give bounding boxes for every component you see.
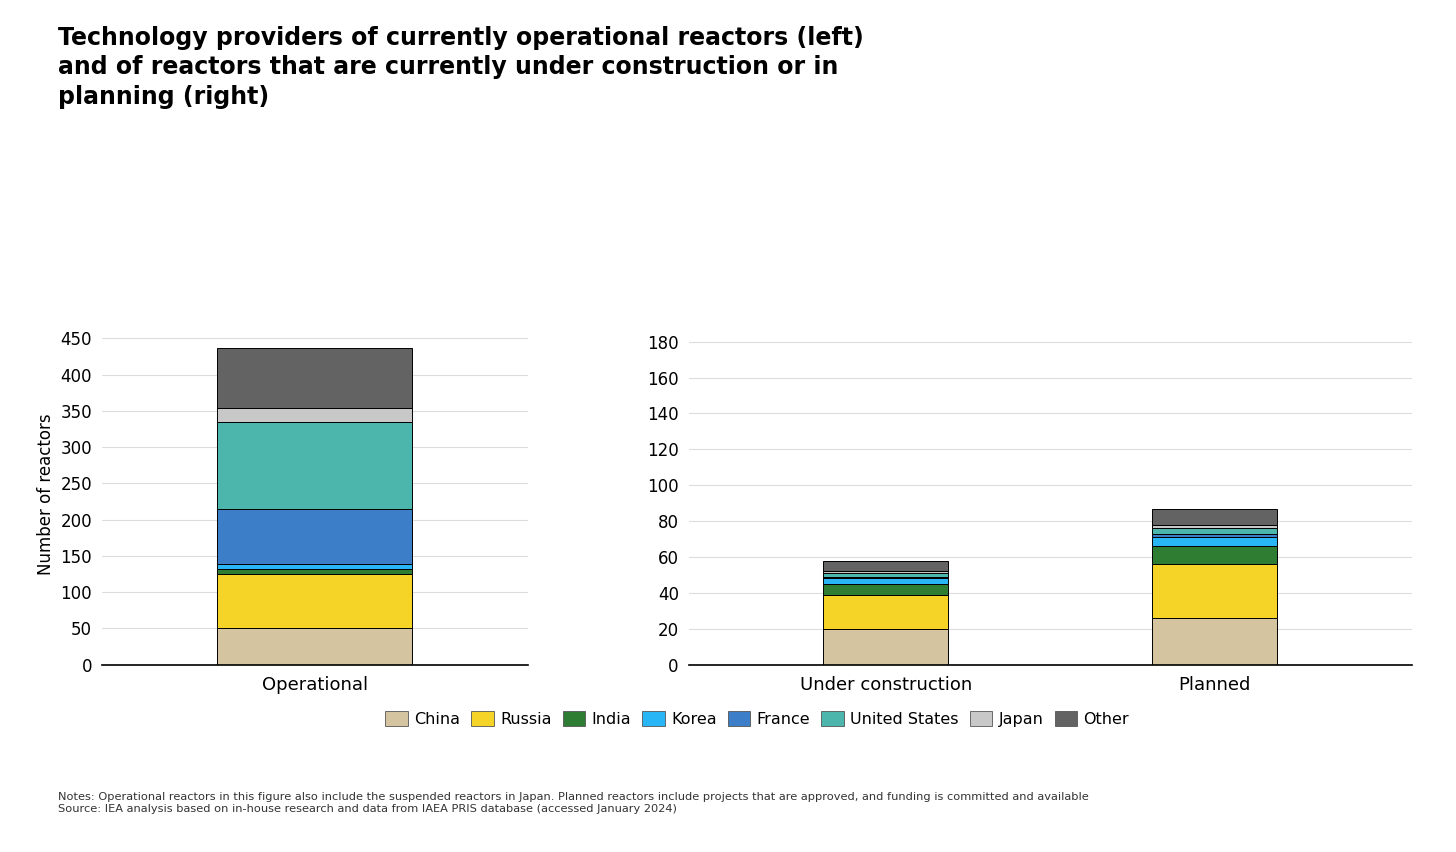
- Bar: [217, 408, 412, 423]
- Bar: [1153, 533, 1277, 538]
- Bar: [824, 573, 948, 577]
- Bar: [1153, 509, 1277, 525]
- Bar: [217, 564, 412, 569]
- Bar: [217, 509, 412, 564]
- Bar: [1153, 564, 1277, 618]
- Bar: [217, 574, 412, 628]
- Bar: [824, 584, 948, 595]
- Bar: [1153, 525, 1277, 528]
- Bar: [824, 577, 948, 579]
- Legend: China, Russia, India, Korea, France, United States, Japan, Other: China, Russia, India, Korea, France, Uni…: [379, 705, 1136, 734]
- Bar: [824, 629, 948, 665]
- Text: Technology providers of currently operational reactors (left)
and of reactors th: Technology providers of currently operat…: [58, 26, 863, 109]
- Bar: [217, 569, 412, 574]
- Text: Notes: Operational reactors in this figure also include the suspended reactors i: Notes: Operational reactors in this figu…: [58, 792, 1089, 814]
- Bar: [217, 348, 412, 408]
- Bar: [1153, 538, 1277, 546]
- Bar: [1153, 618, 1277, 665]
- Bar: [824, 579, 948, 584]
- Bar: [824, 572, 948, 573]
- Bar: [217, 628, 412, 665]
- Bar: [217, 423, 412, 509]
- Bar: [1153, 528, 1277, 533]
- Y-axis label: Number of reactors: Number of reactors: [36, 413, 55, 575]
- Bar: [824, 595, 948, 629]
- Bar: [824, 561, 948, 572]
- Bar: [1153, 546, 1277, 564]
